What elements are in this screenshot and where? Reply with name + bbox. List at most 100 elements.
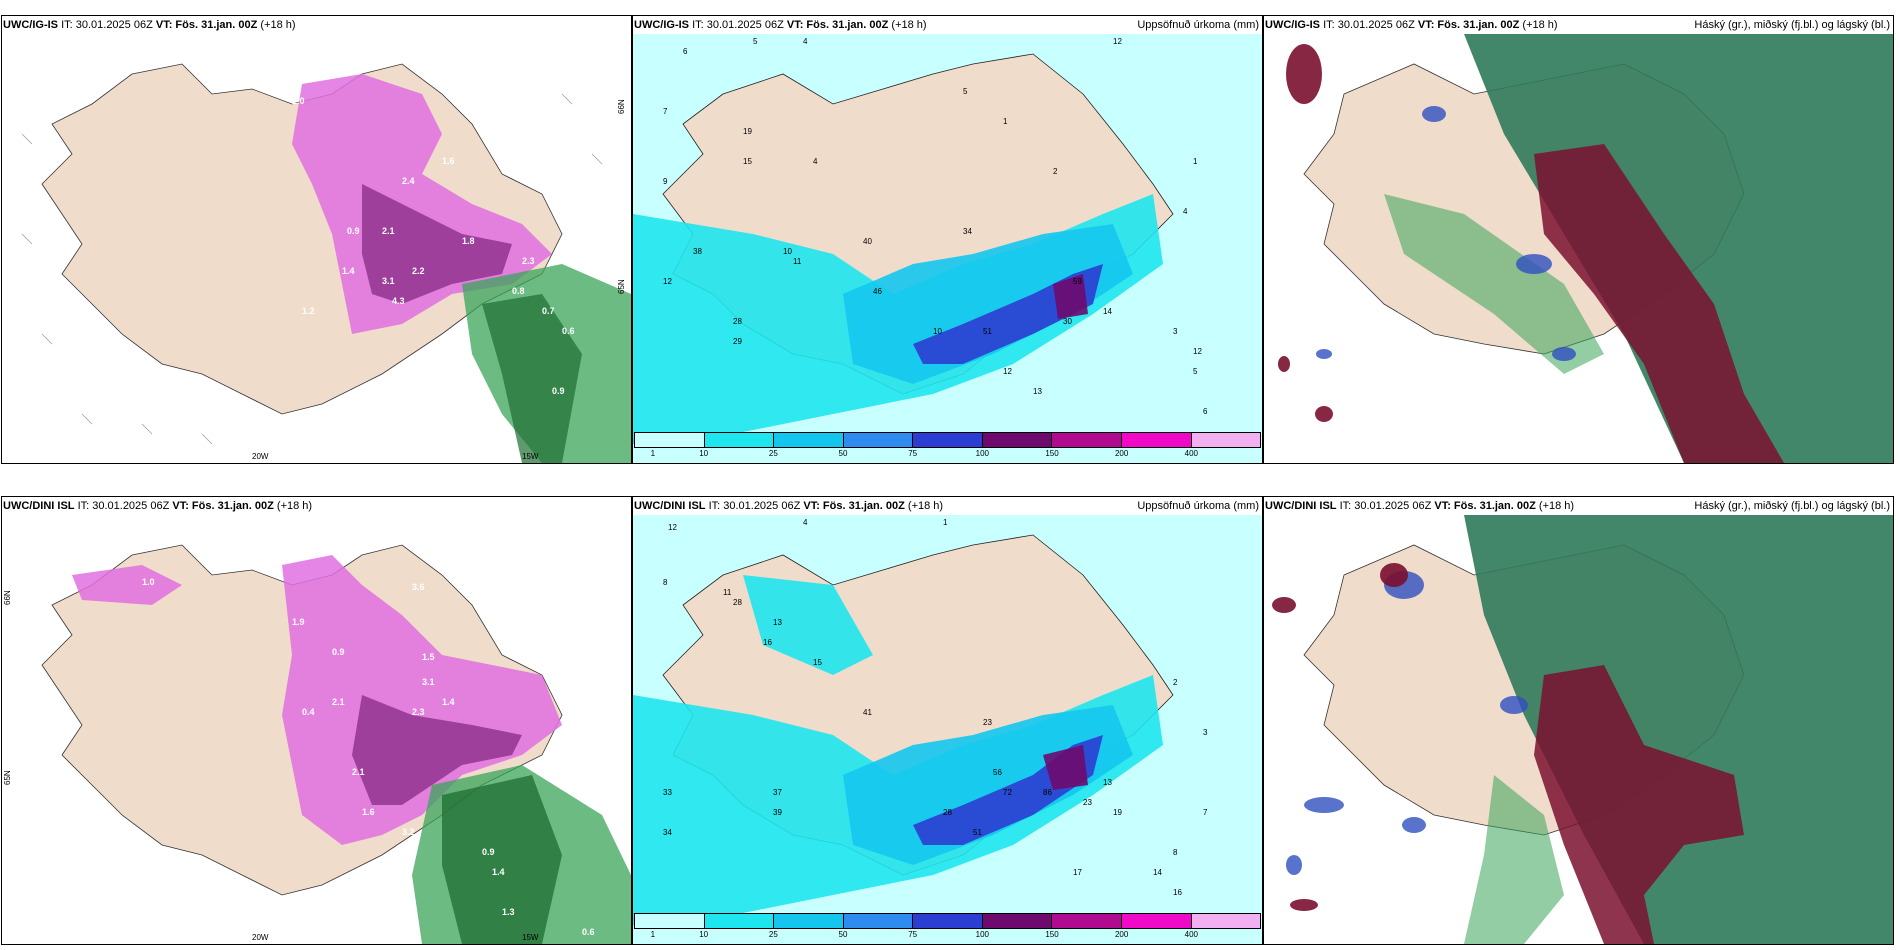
legend-swatch [843, 433, 914, 447]
panel-header: UWC/DINI ISL IT: 30.01.2025 06Z VT: Fös.… [1265, 499, 1890, 514]
init-time: IT: 30.01.2025 06Z [1339, 500, 1432, 512]
panel-header: UWC/IG-IS IT: 30.01.2025 06Z VT: Fös. 31… [3, 18, 628, 33]
temperature-labels: -1.6 1.0 3.6 2.1 0.9 1.9 1.5 2.3 3.1 1.4 2.1 1.6 3.2… [17, 527, 595, 937]
panel-top-middle: UWC/IG-IS IT: 30.01.2025 06Z VT: Fös. 31… [632, 15, 1263, 464]
legend-swatch [982, 914, 1053, 928]
legend-swatch [1191, 433, 1261, 447]
legend-swatch [704, 433, 775, 447]
legend-swatch [1191, 914, 1261, 928]
map-value-label: 5 [753, 37, 758, 46]
legend-swatch [843, 914, 914, 928]
product-title: Uppsöfnuð úrkoma (mm) [1137, 19, 1259, 31]
map-value-label: 5 [963, 87, 968, 96]
valid-time: VT: Fös. 31.jan. 00Z [786, 19, 889, 31]
valid-time: VT: Fös. 31.jan. 00Z [155, 19, 258, 31]
map-value-label: 30 [1063, 317, 1072, 326]
cloud-high-band [1464, 34, 1893, 463]
map-value-label: 6 [683, 47, 688, 56]
map-value-label: 51 [973, 828, 982, 837]
map-value-label: 1.0 [142, 577, 155, 587]
panel-top-right: UWC/IG-IS IT: 30.01.2025 06Z VT: Fös. 31… [1263, 15, 1894, 464]
map-value-label: 38 [693, 247, 702, 256]
model-name: UWC/IG-IS [634, 19, 689, 31]
map-value-label: 1 [1003, 117, 1008, 126]
map-value-label: 0.9 [552, 386, 565, 396]
valid-time: VT: Fös. 31.jan. 00Z [1417, 19, 1520, 31]
legend-tick: 100 [975, 449, 990, 458]
precip-legend: 1 10 25 50 75 100 150 200 400 [634, 913, 1261, 943]
map-value-label: 4.3 [392, 296, 405, 306]
map-value-label: 86 [1043, 788, 1052, 797]
map-value-label: 12 [663, 277, 672, 286]
map-value-label: 29 [733, 337, 742, 346]
cloud-map [1264, 515, 1893, 944]
map-value-label: 37 [773, 788, 782, 797]
legend-swatch [1121, 433, 1192, 447]
map-value-label: 59 [1073, 277, 1082, 286]
lead-time: (+18 h) [276, 500, 313, 512]
precipitation-map: 65 47912151910114512121431238403446292851… [633, 34, 1262, 463]
map-value-label: 3.1 [422, 677, 435, 687]
map-value-label: 2.2 [412, 266, 425, 276]
map-value-label: 2.4 [402, 176, 415, 186]
map-value-label: 13 [1103, 778, 1112, 787]
map-value-label: 9 [663, 177, 668, 186]
map-value-label: 3 [1173, 327, 1178, 336]
valid-time: VT: Fös. 31.jan. 00Z [803, 500, 905, 512]
map-value-label: 1.5 [422, 652, 435, 662]
map-value-label: 4 [1183, 207, 1188, 216]
map-value-label: 23 [983, 718, 992, 727]
snow-core [352, 695, 522, 805]
map-value-label: 2.1 [352, 767, 365, 777]
map-value-label: 11 [793, 257, 802, 266]
init-time: IT: 30.01.2025 06Z [77, 500, 170, 512]
legend-tick: 1 [650, 930, 656, 939]
map-value-label: 13 [1033, 387, 1042, 396]
lat-label-65n: 65N [617, 279, 626, 294]
cloud-high-band [1464, 515, 1893, 944]
model-name: UWC/DINI ISL [3, 500, 75, 512]
map-value-label: 33 [663, 788, 672, 797]
map-value-label: 11 [723, 588, 732, 597]
map-value-label: 12 [1113, 37, 1122, 46]
map-value-label: 0.7 [542, 306, 555, 316]
map-value-label: 2 [1053, 167, 1058, 176]
lon-label-20w: 20W [252, 452, 269, 461]
panel-bottom-left: UWC/DINI ISL IT: 30.01.2025 06Z VT: Fös.… [1, 496, 632, 945]
cloud-mid-band [1534, 665, 1744, 944]
legend-tick: 25 [768, 930, 778, 939]
legend-tick: 50 [838, 449, 848, 458]
map-value-label: 4 [803, 37, 808, 46]
lead-time: (+18 h) [1522, 19, 1558, 31]
map-value-label: 0.9 [332, 647, 345, 657]
snow-region [282, 555, 562, 845]
map-value-label: 8 [663, 578, 668, 587]
map-value-label: 14 [1153, 868, 1162, 877]
map-value-label: 1 [943, 518, 948, 527]
panel-header: UWC/IG-IS IT: 30.01.2025 06Z VT: Fös. 31… [634, 18, 1259, 33]
map-value-label: 0.5 [562, 216, 575, 226]
map-value-label: 1.4 [492, 867, 505, 877]
init-time: IT: 30.01.2025 06Z [708, 500, 801, 512]
map-value-label: 16 [1173, 888, 1182, 897]
temperature-map: 20W 15W 66N 65N 2.0 0.9 1.4 2.1 2.4 3.1 4.3 2.2… [2, 34, 631, 463]
map-value-label: 5 [1193, 367, 1198, 376]
legend-swatch [913, 914, 983, 928]
map-value-label: 3 [1203, 728, 1208, 737]
map-value-label: 2.0 [292, 96, 305, 106]
legend-swatch [635, 914, 705, 928]
panel-header: UWC/DINI ISL IT: 30.01.2025 06Z VT: Fös.… [3, 499, 628, 514]
legend-tick: 400 [1184, 449, 1199, 458]
map-value-label: 12 [1193, 347, 1202, 356]
map-value-label: 72 [1003, 788, 1012, 797]
lon-label-15w: 15W [522, 933, 539, 942]
legend-swatch [635, 433, 705, 447]
init-time: IT: 30.01.2025 06Z [692, 19, 784, 31]
map-value-label: 0.6 [582, 927, 595, 937]
product-title: Uppsöfnuð úrkoma (mm) [1137, 500, 1259, 512]
legend-tick: 100 [975, 930, 990, 939]
panel-bottom-middle: UWC/DINI ISL IT: 30.01.2025 06Z VT: Fös.… [632, 496, 1263, 945]
lat-label-65n: 65N [3, 770, 12, 785]
map-value-label: 1.9 [292, 617, 305, 627]
map-value-label: 4 [813, 157, 818, 166]
